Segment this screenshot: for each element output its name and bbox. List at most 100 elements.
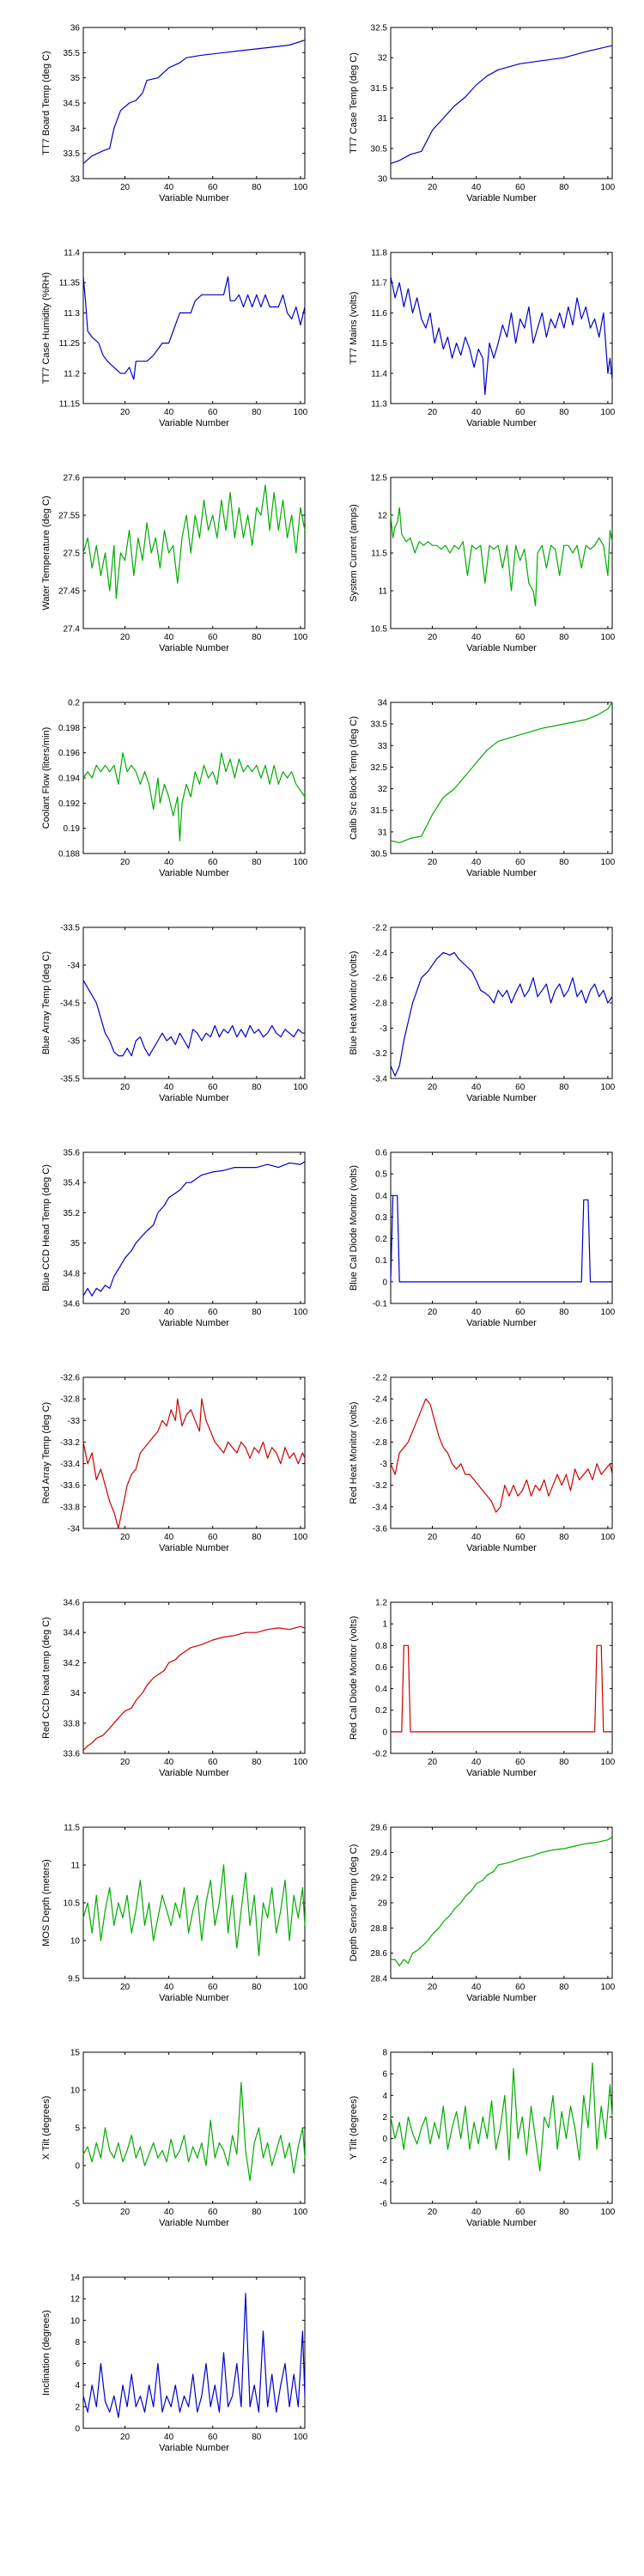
x-tick-label: 60 <box>515 408 526 417</box>
x-tick-label: 20 <box>120 1758 131 1767</box>
x-tick-label: 80 <box>559 408 569 417</box>
x-tick-label: 80 <box>559 1083 569 1092</box>
x-tick-label: 20 <box>428 1308 438 1317</box>
y-tick-label: 32.5 <box>371 24 388 33</box>
series-line <box>391 1837 613 1966</box>
y-axis-label: Inclination (degrees) <box>41 2310 52 2396</box>
x-tick-label: 40 <box>164 183 174 192</box>
series-line <box>82 1398 306 1529</box>
x-tick-label: 60 <box>208 1758 218 1767</box>
y-tick-label: 28.4 <box>371 1975 388 1984</box>
x-tick-label: 100 <box>294 1083 308 1092</box>
y-tick-label: 11.8 <box>371 249 387 258</box>
x-tick-label: 40 <box>164 1308 174 1317</box>
chart-panel: 20 40 60 80 100 0.188 0.19 0.192 0.194 0.196 0.198… <box>41 699 308 879</box>
x-tick-label: 20 <box>120 1308 131 1317</box>
x-tick-label: 100 <box>294 2208 308 2217</box>
y-tick-label: 11.2 <box>64 369 80 379</box>
x-tick-label: 60 <box>515 858 526 867</box>
y-tick-label: 11 <box>379 587 388 597</box>
y-tick-label: 34.4 <box>64 1629 81 1638</box>
y-tick-label: 11.5 <box>371 339 387 349</box>
y-tick-label: 35.5 <box>64 49 81 58</box>
x-tick-label: 20 <box>428 183 438 192</box>
series-line <box>82 1161 306 1297</box>
x-axis-label: Variable Number <box>466 193 537 204</box>
x-tick-label: 100 <box>601 1533 616 1542</box>
chart-panel: 20 40 60 80 100 10.5 11 11.5 12 12.5 Variable Numb… <box>349 474 616 654</box>
y-axis-label: MOS Depth (meters) <box>41 1859 52 1946</box>
y-tick-label: 33 <box>70 175 81 185</box>
y-tick-label: 0 <box>382 1728 387 1737</box>
y-tick-label: 11.15 <box>59 400 81 410</box>
y-tick-label: 0.188 <box>58 850 80 860</box>
x-tick-label: 100 <box>601 2208 616 2217</box>
chart-panel: 20 40 60 80 100 -35.5 -35 -34.5 -34 -33.5 Variable… <box>41 924 308 1104</box>
y-tick-label: 27.55 <box>58 512 80 521</box>
plot-frame <box>390 1601 613 1754</box>
x-axis-label: Variable Number <box>466 1993 537 2003</box>
x-tick-label: 20 <box>428 1758 438 1767</box>
x-axis-label: Variable Number <box>466 1093 537 1103</box>
x-tick-label: 100 <box>601 1758 616 1767</box>
x-tick-label: 60 <box>208 1983 218 1992</box>
series-line <box>390 507 613 607</box>
x-axis-label: Variable Number <box>159 1768 229 1778</box>
y-tick-label: -34 <box>68 1525 81 1534</box>
y-tick-label: 30.5 <box>371 144 388 154</box>
plot-frame <box>390 1826 613 1979</box>
y-tick-label: 11.25 <box>59 339 81 349</box>
y-axis-label: Red Heat Monitor (volts) <box>349 1401 359 1504</box>
y-tick-label: 31.5 <box>371 84 388 94</box>
x-tick-label: 100 <box>601 1308 616 1317</box>
y-tick-label: -3.4 <box>373 1503 388 1512</box>
series-line <box>82 2081 306 2182</box>
y-tick-label: 11.3 <box>64 309 80 319</box>
y-axis-label: Red Cal Diode Monitor (volts) <box>349 1616 359 1740</box>
y-axis-label: Red Array Temp (deg C) <box>41 1402 52 1504</box>
y-tick-label: 33 <box>378 742 388 751</box>
y-tick-label: 31 <box>378 828 388 837</box>
x-tick-label: 40 <box>471 408 482 417</box>
y-axis-label: Coolant Flow (liters/min) <box>41 727 52 829</box>
series-line <box>82 1864 306 1957</box>
x-tick-label: 60 <box>208 408 218 417</box>
y-tick-label: -2.6 <box>373 1417 388 1426</box>
x-tick-label: 60 <box>208 2208 218 2217</box>
y-tick-label: 12 <box>378 512 388 521</box>
y-tick-label: -32.8 <box>60 1395 80 1405</box>
chart-panel: 20 40 60 80 100 30 30.5 31 31.5 32 32.5 Variable Nu… <box>349 24 616 204</box>
x-tick-label: 40 <box>164 1533 174 1542</box>
series-line <box>390 45 613 164</box>
y-tick-label: -2.6 <box>373 974 388 983</box>
chart-panel: 20 40 60 80 100 9.5 10 10.5 11 11.5 Variable Numbe… <box>41 1824 308 2004</box>
x-tick-label: 20 <box>428 633 438 642</box>
y-tick-label: -3.4 <box>373 1075 388 1084</box>
plot-frame <box>390 1376 613 1529</box>
y-tick-label: 11.5 <box>371 550 387 559</box>
y-tick-label: 0 <box>75 2425 80 2434</box>
y-tick-label: 28.8 <box>371 1924 388 1934</box>
y-axis-label: Water Temperature (deg C) <box>41 495 52 610</box>
y-tick-label: -3.2 <box>373 1481 388 1491</box>
y-tick-label: 33.5 <box>64 149 81 159</box>
plot-frame <box>390 477 613 629</box>
y-tick-label: 35.2 <box>64 1209 81 1218</box>
y-tick-label: 0.192 <box>58 799 80 809</box>
y-axis-label: X Tilt (degrees) <box>41 2096 52 2160</box>
x-tick-label: 20 <box>428 2208 438 2217</box>
y-tick-label: 31.5 <box>371 806 388 816</box>
y-axis-label: Y Tilt (degrees) <box>349 2096 359 2160</box>
y-tick-label: -34.5 <box>60 999 80 1009</box>
x-tick-label: 40 <box>471 1533 482 1542</box>
y-tick-label: -33.8 <box>60 1503 80 1512</box>
plot-frame <box>82 1601 306 1754</box>
y-tick-label: 35.6 <box>64 1149 81 1158</box>
y-tick-label: 34.2 <box>64 1659 81 1668</box>
chart-panel: 20 40 60 80 100 -5 0 5 10 15 Variable Number X Tilt… <box>41 2049 308 2229</box>
y-tick-label: 11 <box>71 1862 81 1871</box>
chart-panel: 20 40 60 80 100 0 2 4 6 8 10 12 14 Variable Number Inc… <box>41 2274 308 2454</box>
x-tick-label: 100 <box>294 183 308 192</box>
x-tick-label: 100 <box>294 1308 308 1317</box>
y-tick-label: 33.5 <box>371 720 388 730</box>
